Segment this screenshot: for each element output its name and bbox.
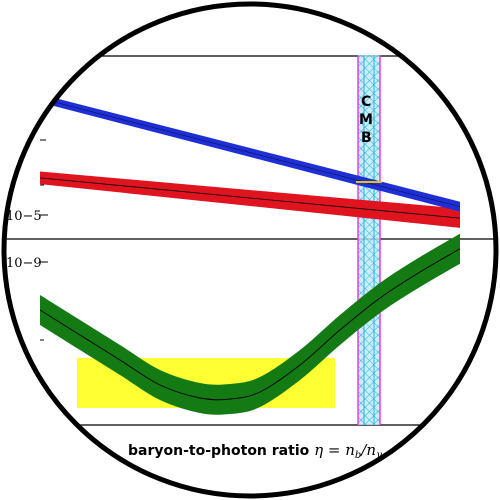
series-blue	[40, 84, 460, 222]
blue-band	[40, 84, 460, 222]
blue-centerline	[40, 87, 460, 218]
x-axis-label-text: baryon-to-photon ratio	[128, 443, 314, 459]
green-band	[40, 228, 460, 415]
ytick-label-upper-b: 10−5	[6, 209, 42, 224]
x-axis-label-sub2: γ	[376, 450, 382, 461]
x-axis-label-sub1: b	[355, 450, 361, 461]
series-red	[40, 168, 460, 232]
cmb-label-b: B	[361, 130, 372, 146]
green-centerline	[40, 242, 460, 401]
ytick-label-lower: 10−9	[6, 256, 42, 271]
cmb-label-m: M	[359, 112, 373, 128]
x-axis-label-slash: /n	[359, 441, 376, 459]
cmb-label-c: C	[361, 94, 371, 110]
x-axis-label: baryon-to-photon ratio η = nb/nγ	[128, 441, 382, 461]
x-axis-label-math: η = n	[314, 441, 355, 459]
red-band	[40, 168, 460, 232]
series-green	[40, 228, 460, 415]
ytick-label-upper-a: 4	[4, 139, 12, 154]
cmb-band-hatch-cross	[358, 55, 380, 425]
cmb-band	[357, 55, 381, 425]
red-centerline	[40, 173, 460, 223]
